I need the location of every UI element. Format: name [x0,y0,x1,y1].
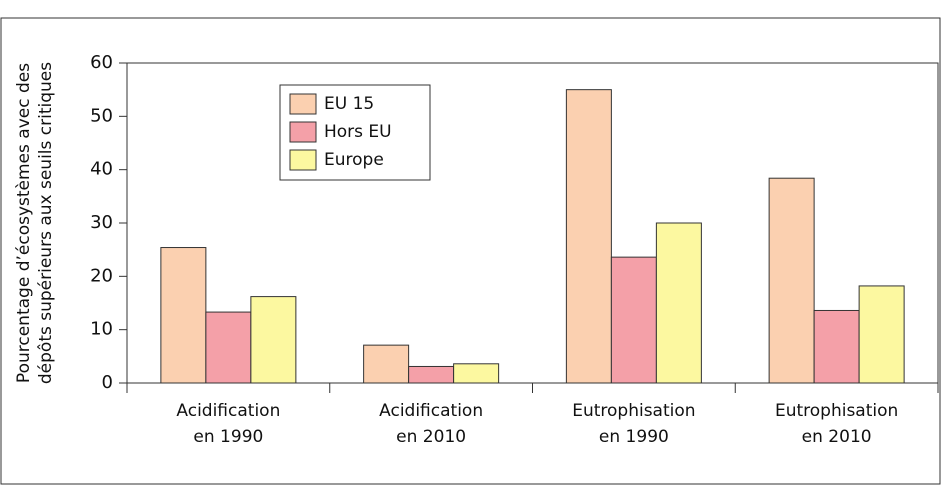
x-tick-label: en 1990 [193,427,263,447]
bar [565,89,612,384]
x-tick-label: en 2010 [802,427,872,447]
bar [813,309,860,384]
x-tick-label: en 1990 [599,427,669,447]
legend-label: Hors EU [324,122,392,142]
x-tick-label: Eutrophisation [572,401,695,421]
outer-frame [0,17,941,485]
legend-label: EU 15 [324,94,374,114]
y-tick-label: 60 [90,52,113,73]
y-tick-label: 20 [90,265,113,286]
x-tick-label: Acidification [379,401,483,421]
bar [205,311,252,384]
legend-swatch [289,149,317,171]
bar [363,344,410,384]
bar [453,363,500,384]
bar [858,285,905,384]
x-tick-label: en 2010 [396,427,466,447]
y-axis-label: dépôts supérieurs aux seuils critiques [36,62,56,384]
y-tick-label: 50 [90,105,113,126]
y-tick-label: 0 [102,372,113,393]
y-axis-label: Pourcentage d’écosystèmes avec des [14,63,34,383]
legend-swatch [289,121,317,143]
bar [768,177,815,384]
legend-swatch [289,93,317,115]
y-tick-label: 40 [90,159,113,180]
bar [610,256,657,384]
bar [408,365,455,384]
legend-label: Europe [324,150,384,170]
bar [160,247,207,384]
y-tick-label: 30 [90,212,113,233]
x-tick-label: Acidification [176,401,280,421]
bar [250,296,297,384]
x-tick-label: Eutrophisation [775,401,898,421]
bar [655,222,702,384]
y-tick-label: 10 [90,319,113,340]
